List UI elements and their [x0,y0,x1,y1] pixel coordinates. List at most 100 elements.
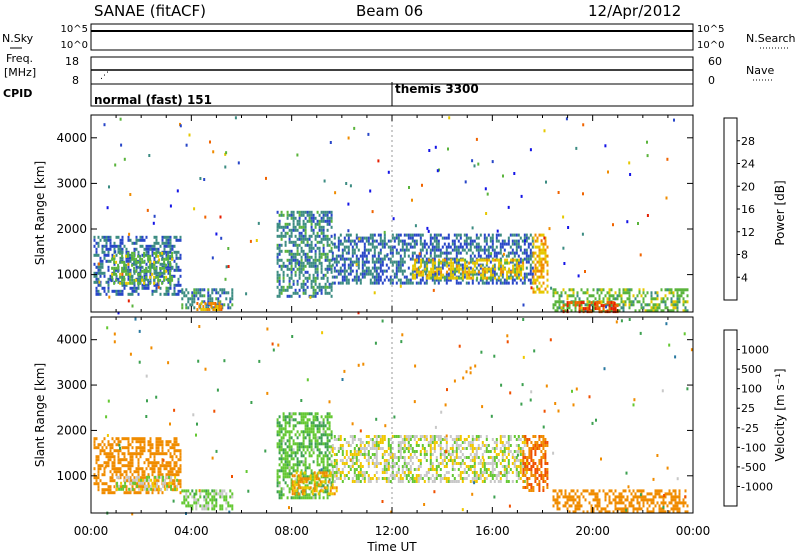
range-gate-cell [286,475,289,479]
echo-point [169,204,172,208]
range-gate-cell [586,288,589,292]
range-gate-cell [467,242,470,246]
range-gate-cell [618,294,621,298]
range-gate-cell [339,266,342,270]
range-gate-cell [373,266,376,270]
range-gate-cell [288,222,291,226]
range-gate-cell [298,445,301,449]
range-gate-cell [97,458,100,462]
range-gate-cell [173,283,176,287]
range-gate-cell [203,489,206,493]
range-gate-cell [469,447,472,450]
range-gate-cell [129,238,132,242]
range-gate-cell [558,297,561,301]
range-gate-cell [381,257,384,261]
range-gate-cell [107,488,110,492]
range-gate-cell [286,273,289,277]
range-gate-cell [391,260,394,264]
range-gate-cell [337,239,340,243]
range-gate-cell [306,210,309,214]
range-gate-cell [310,427,313,431]
range-gate-cell [302,472,305,476]
range-gate-cell [502,267,505,271]
range-gate-cell [381,242,384,246]
range-gate-cell [298,213,301,217]
range-gate-cell [463,233,466,237]
echo-point [485,212,488,215]
echo-point [473,164,476,168]
range-gate-cell [431,453,434,456]
range-gate-cell [322,225,325,229]
range-gate-cell [306,427,309,431]
range-gate-cell [484,270,487,274]
range-gate-cell [401,447,404,450]
range-gate-cell [447,471,450,474]
range-gate-cell [363,471,366,474]
echo-point [536,285,539,289]
range-gate-cell [328,243,331,247]
range-gate-cell [578,307,581,311]
range-gate-cell [570,301,573,305]
range-gate-cell [355,275,358,279]
range-gate-cell [205,306,208,310]
range-gate-cell [496,258,499,262]
range-gate-cell [574,297,577,301]
range-gate-cell [337,435,340,438]
range-gate-cell [147,283,150,287]
range-gate-cell [399,450,402,453]
range-gate-cell [208,302,211,305]
range-gate-cell [304,258,307,262]
range-gate-cell [306,496,309,500]
range-gate-cell [423,453,426,456]
range-gate-cell [435,435,438,438]
range-gate-cell [437,444,440,447]
range-gate-cell [335,465,338,468]
range-gate-cell [363,444,366,447]
range-gate-cell [328,219,331,223]
range-gate-cell [351,456,354,459]
echo-point [434,272,437,276]
range-gate-cell [381,281,384,285]
range-gate-cell [481,263,484,267]
echo-point [486,192,489,196]
range-gate-cell [347,236,350,240]
range-gate-cell [506,276,509,280]
range-gate-cell [311,492,314,496]
range-gate-cell [129,286,132,290]
echo-point [225,265,228,269]
range-gate-cell [201,294,204,298]
range-gate-cell [292,252,295,256]
range-gate-cell [453,245,456,249]
range-gate-cell [369,278,372,282]
range-gate-cell [326,445,329,449]
range-gate-cell [209,492,212,496]
range-gate-cell [292,412,295,416]
range-gate-cell [596,307,599,311]
range-gate-cell [191,291,194,295]
range-gate-cell [111,289,114,293]
range-gate-cell [369,233,372,237]
range-gate-cell [349,233,352,237]
range-gate-cell [294,234,297,238]
range-gate-cell [326,436,329,440]
range-gate-cell [202,308,205,311]
range-gate-cell [432,270,435,274]
range-gate-cell [407,471,410,474]
range-gate-cell [508,270,511,274]
range-gate-cell [276,276,279,280]
range-gate-cell [534,245,537,249]
range-gate-cell [552,294,555,298]
range-gate-cell [155,440,158,444]
range-gate-cell [300,270,303,274]
range-gate-cell [532,242,535,246]
range-gate-cell [155,464,158,468]
range-gate-cell [129,275,132,279]
range-gate-cell [525,266,528,270]
range-gate-cell [117,292,120,296]
range-gate-cell [538,290,541,294]
range-gate-cell [578,301,581,305]
range-gate-cell [628,291,631,295]
range-gate-cell [167,262,170,266]
range-gate-cell [531,245,534,249]
range-gate-cell [197,297,200,301]
